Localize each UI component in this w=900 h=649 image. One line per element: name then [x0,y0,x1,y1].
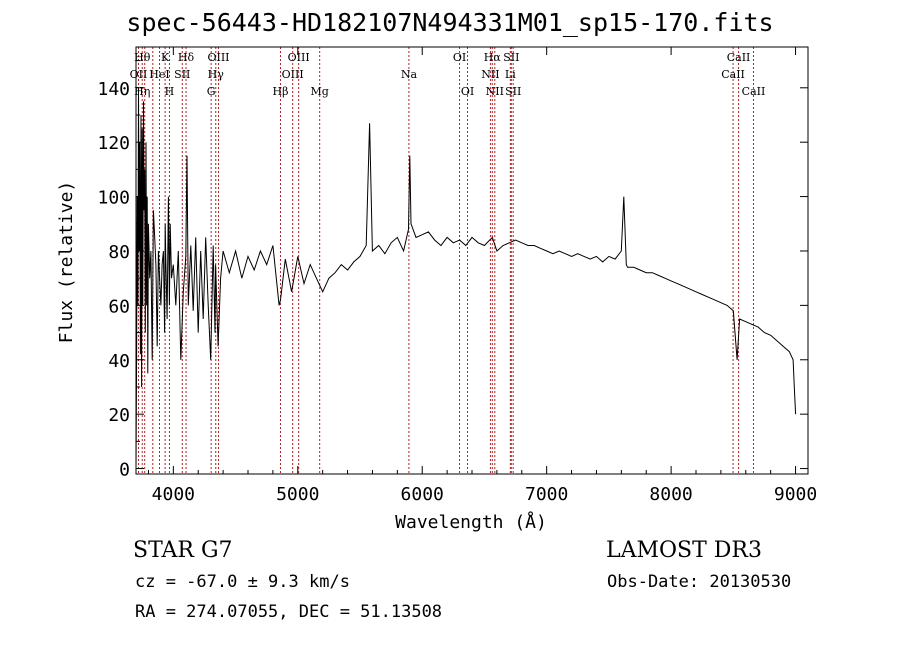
y-tick-label: 100 [97,188,130,209]
line-marker-label: Na [401,68,418,81]
line-marker-label: SII [174,68,190,81]
line-marker-label: OI [453,51,466,64]
y-tick-label: 0 [119,460,130,481]
x-tick-label: 9000 [774,484,817,505]
y-tick-label: 40 [108,351,130,372]
x-tick-label: 8000 [649,484,692,505]
spectrum-line [135,87,797,469]
line-marker-label: K [161,51,170,64]
line-marker-label: SII [503,51,519,64]
line-marker-label: OII [130,68,148,81]
y-tick-label: 120 [97,133,130,154]
y-tick-label: 140 [97,79,130,100]
y-axis-ticks: 0 20 40 60 80 100 120 140 [97,60,808,481]
ra-dec: RA = 274.07055, DEC = 51.13508 [135,602,443,622]
line-marker-label: CaII [727,51,751,64]
line-marker-label: G [207,85,216,98]
chart-title: spec-56443-HD182107N494331M01_sp15-170.f… [126,8,774,37]
line-markers [137,47,754,474]
plot-frame [135,46,809,475]
line-marker-label: Mg [311,85,329,98]
y-axis-label: Flux (relative) [56,181,77,344]
line-marker-label: OIII [288,51,310,64]
y-tick-label: 60 [108,296,130,317]
redshift-cz: cz = -67.0 ± 9.3 km/s [135,572,350,592]
observation-date: Obs-Date: 20130530 [607,572,792,592]
y-tick-label: 80 [108,242,130,263]
x-tick-label: 7000 [525,484,568,505]
x-axis-label: Wavelength (Å) [395,511,547,533]
line-marker-label: Hγ [208,68,225,81]
line-marker-label: Hβ [273,85,289,98]
line-marker-label: CaII [721,68,745,81]
line-marker-label: CaII [742,85,766,98]
x-tick-label: 6000 [401,484,444,505]
line-marker-label: SII [505,85,521,98]
survey-name: LAMOST DR3 [606,538,762,563]
line-marker-labels: OII Hθ Hη HeI K H SII Hδ G Hγ OIII Hβ OIII OIII Mg Na OI… [130,51,766,98]
x-axis-ticks: 4000 5000 6000 7000 8000 9000 [147,47,817,505]
line-marker-label: NII [481,68,499,81]
line-marker-label: NII [486,85,504,98]
line-marker-label: OIII [207,51,229,64]
line-marker-label: Hα [484,51,502,64]
y-tick-label: 20 [108,405,130,426]
line-marker-label: OI [461,85,474,98]
line-marker-label: Li [505,68,516,81]
object-class: STAR G7 [133,538,233,563]
line-marker-label: OIII [282,68,304,81]
line-marker-label: HeI [149,68,169,81]
line-marker-label: Hδ [178,51,195,64]
x-tick-label: 4000 [152,484,195,505]
line-marker-label: Hη [134,85,150,98]
line-marker-label: Hθ [134,51,151,64]
x-tick-label: 5000 [276,484,319,505]
line-marker-label: H [165,85,175,98]
